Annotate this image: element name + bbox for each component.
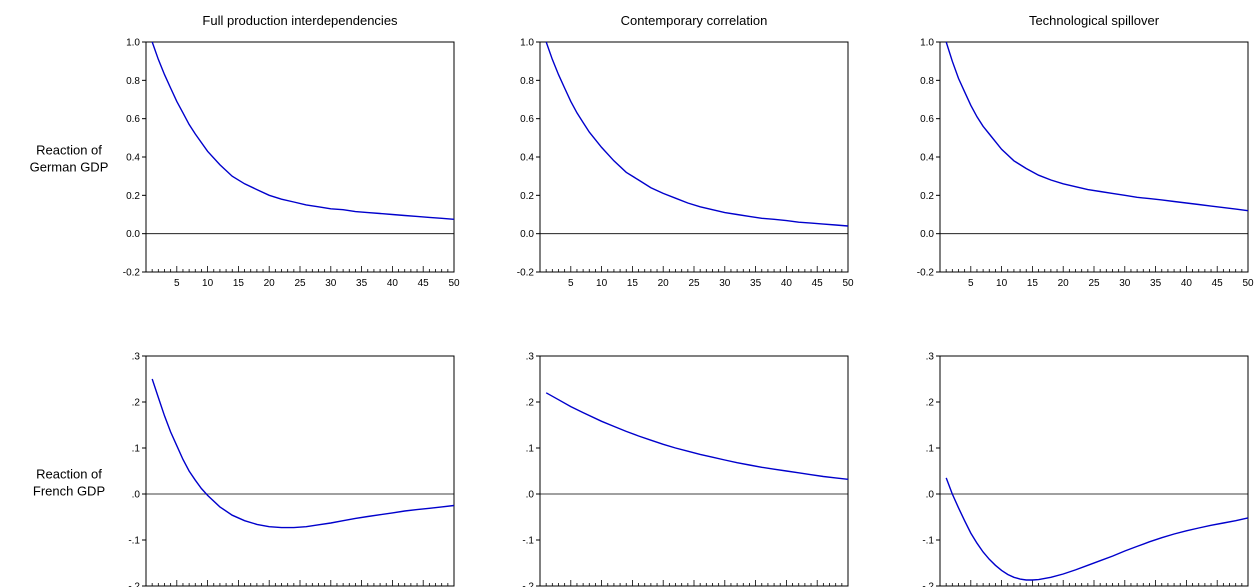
series-line [151, 378, 455, 529]
x-tick-label: 20 [658, 278, 670, 289]
chart-panel: -.2-.1.0.1.2.35101520253035404550 [128, 352, 455, 587]
y-tick-label: 0.8 [126, 76, 140, 87]
y-tick-label: 1.0 [920, 38, 934, 49]
x-tick-label: 40 [781, 278, 793, 289]
row-label: German GDP [30, 160, 109, 175]
y-tick-label: -0.2 [123, 268, 141, 279]
y-tick-label: .2 [132, 398, 141, 409]
y-tick-label: 0.0 [520, 229, 534, 240]
y-tick-label: .0 [132, 490, 141, 501]
column-title: Contemporary correlation [621, 13, 768, 28]
y-tick-label: -.2 [522, 582, 534, 587]
chart-panel: -0.2 0.0 0.2 0.4 0.6 0.8 1.0 5 10 15 20 25 30 35 40 45 5… [123, 38, 460, 290]
x-tick-label: 30 [1119, 278, 1131, 289]
y-tick-label: -.1 [922, 536, 934, 547]
x-tick-label: 5 [968, 278, 974, 289]
x-tick-label: 50 [842, 278, 854, 289]
y-tick-label: -0.2 [917, 268, 935, 279]
y-tick-label: .3 [526, 352, 535, 363]
y-tick-label: .0 [926, 490, 935, 501]
y-tick-label: .2 [926, 398, 935, 409]
x-tick-label: 20 [264, 278, 276, 289]
chart-panel: -.2-.1.0.1.2.35101520253035404550 [922, 352, 1249, 587]
y-tick-label: .1 [926, 444, 935, 455]
x-tick-label: 30 [325, 278, 337, 289]
y-tick-label: .3 [926, 352, 935, 363]
x-tick-label: 25 [294, 278, 306, 289]
y-tick-label: 1.0 [520, 38, 534, 49]
y-tick-label: .1 [526, 444, 535, 455]
x-tick-label: 5 [174, 278, 180, 289]
panels: -0.2 0.0 0.2 0.4 0.6 0.8 1.0 5 10 15 20 25 30 35 40 45 5… [123, 38, 1254, 587]
plot-frame [145, 41, 455, 273]
chart-panel: -0.2 0.0 0.2 0.4 0.6 0.8 1.0 5 10 15 20 25 30 35 40 45 5… [517, 38, 854, 290]
y-tick-label: 0.6 [520, 114, 534, 125]
y-tick-label: -.2 [128, 582, 140, 587]
y-tick-label: .1 [132, 444, 141, 455]
plot-frame [939, 355, 1249, 587]
x-tick-label: 45 [418, 278, 430, 289]
row-label: French GDP [33, 484, 105, 499]
y-tick-label: 0.4 [520, 153, 534, 164]
y-tick-label: -.1 [522, 536, 534, 547]
row-label: Reaction of [36, 143, 102, 158]
column-title: Technological spillover [1029, 13, 1160, 28]
plot-frame [145, 355, 455, 587]
y-tick-label: 0.2 [920, 191, 934, 202]
y-tick-label: 0.4 [126, 153, 140, 164]
y-tick-label: 0.2 [126, 191, 140, 202]
x-tick-label: 45 [1212, 278, 1224, 289]
x-tick-label: 5 [568, 278, 574, 289]
plot-frame [539, 41, 849, 273]
x-tick-label: 10 [202, 278, 214, 289]
plot-frame [539, 355, 849, 587]
y-tick-label: .2 [526, 398, 535, 409]
x-tick-label: 25 [1088, 278, 1100, 289]
y-tick-label: -0.2 [517, 268, 535, 279]
series-line [945, 477, 1249, 581]
y-tick-label: .0 [526, 490, 535, 501]
series-line [545, 392, 849, 480]
y-tick-label: 0.8 [520, 76, 534, 87]
x-tick-label: 15 [627, 278, 639, 289]
y-tick-label: 0.0 [920, 229, 934, 240]
chart-panel: -0.2 0.0 0.2 0.4 0.6 0.8 1.0 5 10 15 20 25 30 35 40 45 5… [917, 38, 1254, 290]
row-label: Reaction of [36, 467, 102, 482]
x-tick-label: 10 [996, 278, 1008, 289]
x-tick-label: 15 [233, 278, 245, 289]
series-line [151, 41, 455, 220]
x-tick-label: 50 [1242, 278, 1254, 289]
y-tick-label: 0.6 [126, 114, 140, 125]
row-labels: Reaction of German GDP Reaction of French G… [30, 143, 109, 499]
chart-panel: -.2-.1.0.1.2.35101520253035404550 [522, 352, 849, 587]
column-titles: Full production interdependencies Contemp… [202, 13, 1159, 28]
x-tick-label: 40 [387, 278, 399, 289]
x-tick-label: 35 [1150, 278, 1162, 289]
y-tick-label: 0.6 [920, 114, 934, 125]
y-tick-label: .3 [132, 352, 141, 363]
x-tick-label: 45 [812, 278, 824, 289]
x-tick-label: 30 [719, 278, 731, 289]
y-tick-label: 0.2 [520, 191, 534, 202]
x-tick-label: 25 [688, 278, 700, 289]
x-tick-label: 50 [448, 278, 460, 289]
y-tick-label: 0.8 [920, 76, 934, 87]
x-tick-label: 35 [356, 278, 368, 289]
y-tick-label: 0.0 [126, 229, 140, 240]
x-tick-label: 20 [1058, 278, 1070, 289]
y-tick-label: 1.0 [126, 38, 140, 49]
series-line [945, 41, 1249, 212]
x-tick-label: 10 [596, 278, 608, 289]
column-title: Full production interdependencies [202, 13, 398, 28]
plot-frame [939, 41, 1249, 273]
y-tick-label: -.1 [128, 536, 140, 547]
y-tick-label: 0.4 [920, 153, 934, 164]
x-tick-label: 35 [750, 278, 762, 289]
x-tick-label: 15 [1027, 278, 1039, 289]
x-tick-label: 40 [1181, 278, 1193, 289]
y-tick-label: -.2 [922, 582, 934, 587]
series-line [545, 41, 849, 227]
